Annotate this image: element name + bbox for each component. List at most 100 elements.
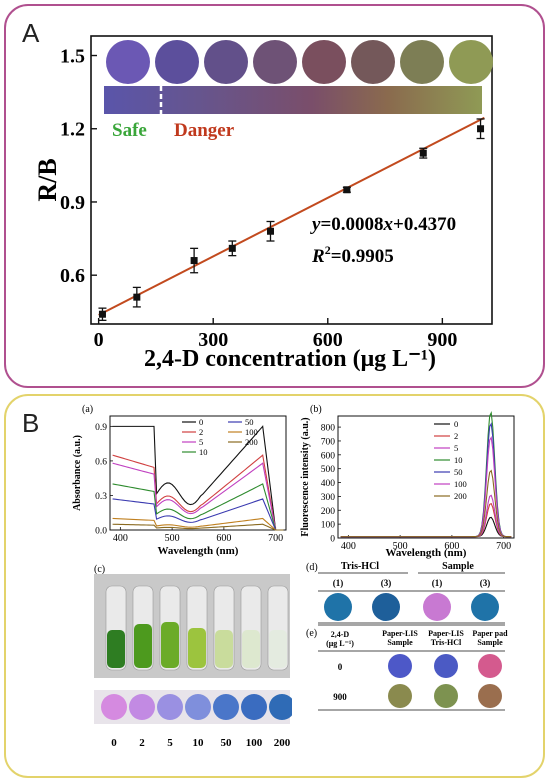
concentration-label: 100 [246,737,263,749]
vials-photo-panel: (c) 0 2 5 10 50 100 200 [94,564,292,749]
colorimetric-swatch [449,40,493,84]
column-header: Tris-HCl [431,638,462,647]
fit-equation: y=0.0008x+0.4370 [310,214,456,235]
absorbance-curve [112,523,284,531]
vial-solution [242,630,260,668]
plot-frame [90,35,493,325]
paper-pad-spot [434,684,458,708]
colorimetric-swatch [253,40,297,84]
y-tick-label: 1.2 [60,119,85,141]
paper-pads-panel: (e) 2,4-D (μg L⁻¹) Paper-LISSamplePaper-… [306,624,508,711]
eq-y: y [310,214,321,235]
concentration-label: 50 [221,737,233,749]
eq-x: x [383,214,394,235]
r-squared: R2=0.9905 [311,243,394,267]
data-point [133,293,141,301]
x-tick-label: 700 [268,533,283,544]
column-header: Paper-LIS [428,629,464,638]
y-tick-label: 0.6 [95,457,107,467]
data-point [266,227,274,235]
x-tick-label: 500 [393,541,408,552]
y-tick-label: 0.0 [95,527,107,537]
fluorescence-curve [340,469,512,538]
r2-r: R [311,246,325,267]
test-spot [157,694,183,720]
y-tick-label: 1.5 [60,46,85,68]
eq-intercept: +0.4370 [393,214,456,235]
test-spot [101,694,127,720]
sub-e-tag: (e) [306,628,317,639]
legend-label: 200 [245,437,258,447]
column-header: Paper pad [472,629,508,638]
legend-label: 5 [454,443,458,453]
panel-a-frame [4,4,545,388]
legend-label: 10 [454,455,463,465]
sensor-spot [423,593,451,621]
sensor-spot [372,593,400,621]
row-header-line2: (μg L⁻¹) [326,639,354,648]
y-tick-label: 500 [321,465,336,475]
vial-solution [161,622,179,668]
column-label: (1) [333,578,344,588]
sub-a-xlabel: Wavelength (nm) [158,545,239,557]
y-tick-label: 0.9 [60,192,85,214]
column-header: Sample [477,638,503,647]
sensor-spot [471,593,499,621]
colorimetric-swatch [302,40,346,84]
sub-b-frame [337,415,515,539]
header-tris: Tris-HCl [341,561,379,572]
x-tick-label: 0 [94,329,104,351]
panel-b-frame [4,394,545,778]
vial-solution [188,628,206,668]
column-label: (3) [480,578,491,588]
sensor-spots-panel: (d) Tris-HCl Sample (1) (3) (1) (3) [306,561,505,624]
absorbance-curve [112,498,284,531]
column-header: Sample [387,638,413,647]
panel-b-label: B [22,408,40,438]
colorimetric-swatch [400,40,444,84]
legend-label: 2 [199,427,203,437]
sub-d-tag: (d) [306,562,318,573]
absorbance-curve [112,462,284,531]
data-point [228,244,236,252]
y-tick-label: 0.6 [60,265,85,287]
sub-a-tag: (a) [82,404,93,415]
sub-a-frame [109,415,287,531]
test-spot [185,694,211,720]
sensor-spot [324,593,352,621]
x-tick-label: 900 [427,329,457,351]
legend-label: 5 [199,437,203,447]
absorbance-curve [112,454,284,531]
y-tick-label: 600 [321,451,336,461]
x-tick-label: 700 [496,541,511,552]
safe-label: Safe [112,120,147,141]
sub-b-ylabel: Fluorescence intensity (a.u.) [300,417,311,536]
x-tick-label: 600 [313,329,343,351]
fluorescence-chart: (b) 400 500 600 700010020030040050060070080… [300,404,515,559]
colorimetric-swatch [155,40,199,84]
paper-pad-spot [434,654,458,678]
eq-slope: =0.0008 [320,214,383,235]
x-tick-label: 600 [444,541,459,552]
paper-pad-spot [388,684,412,708]
colorimetric-swatch [106,40,150,84]
vial-solution [269,630,287,668]
concentration-label: 2 [139,737,145,749]
x-axis-label: 2,4-D concentration (μg L⁻¹) [144,346,436,372]
column-header: Paper-LIS [382,629,418,638]
legend-label: 2 [454,431,458,441]
concentration-label: 5 [167,737,173,749]
y-tick-label: 400 [321,479,336,489]
paper-pad-spot [478,684,502,708]
y-tick-label: 0 [330,535,335,545]
data-point [190,257,198,265]
legend-label: 100 [245,427,258,437]
y-axis-label: R/B [33,158,62,201]
paper-pad-spot [388,654,412,678]
data-point [98,310,106,318]
absorbance-curve [112,483,284,531]
y-tick-label: 800 [321,424,336,434]
x-tick-label: 600 [216,533,231,544]
data-point [343,186,351,194]
